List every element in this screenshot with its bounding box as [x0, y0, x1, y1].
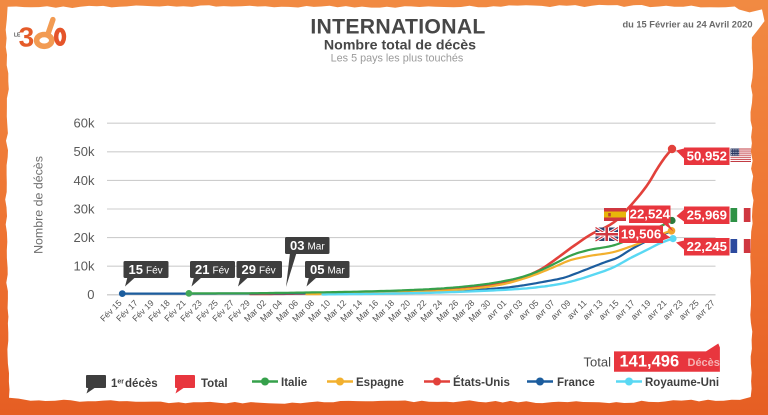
svg-text:États-Unis: États-Unis [453, 376, 510, 389]
svg-text:22,524: 22,524 [630, 206, 671, 221]
svg-text:3: 3 [19, 22, 35, 53]
svg-text:Total: Total [201, 378, 228, 390]
svg-text:141,496: 141,496 [620, 353, 680, 371]
svg-text:60k: 60k [74, 116, 95, 131]
svg-text:10k: 10k [74, 259, 95, 274]
svg-text:Total: Total [584, 355, 612, 370]
svg-text:19,506: 19,506 [621, 226, 661, 241]
svg-text:France: France [557, 377, 595, 389]
svg-text:Nombre total de décès: Nombre total de décès [324, 38, 476, 54]
svg-text:30k: 30k [74, 201, 95, 216]
svg-text:INTERNATIONAL: INTERNATIONAL [310, 16, 485, 39]
svg-text:0: 0 [87, 287, 94, 302]
svg-text:22,245: 22,245 [687, 239, 727, 254]
svg-text:25,969: 25,969 [687, 207, 727, 222]
svg-text:Nombre de décès: Nombre de décès [32, 156, 46, 254]
svg-text:50k: 50k [74, 144, 95, 159]
svg-text:LE: LE [14, 33, 21, 39]
svg-text:50,952: 50,952 [687, 148, 727, 163]
svg-text:Les 5 pays les plus touchés: Les 5 pays les plus touchés [331, 53, 464, 65]
svg-text:20k: 20k [74, 230, 95, 245]
svg-text:Espagne: Espagne [356, 377, 404, 389]
svg-text:Italie: Italie [281, 377, 307, 389]
svg-text:40k: 40k [74, 173, 95, 188]
svg-text:du 15 Février au 24 Avril 2020: du 15 Février au 24 Avril 2020 [622, 20, 752, 30]
svg-text:Décès: Décès [688, 357, 720, 369]
svg-text:Royaume-Uni: Royaume-Uni [645, 377, 719, 389]
